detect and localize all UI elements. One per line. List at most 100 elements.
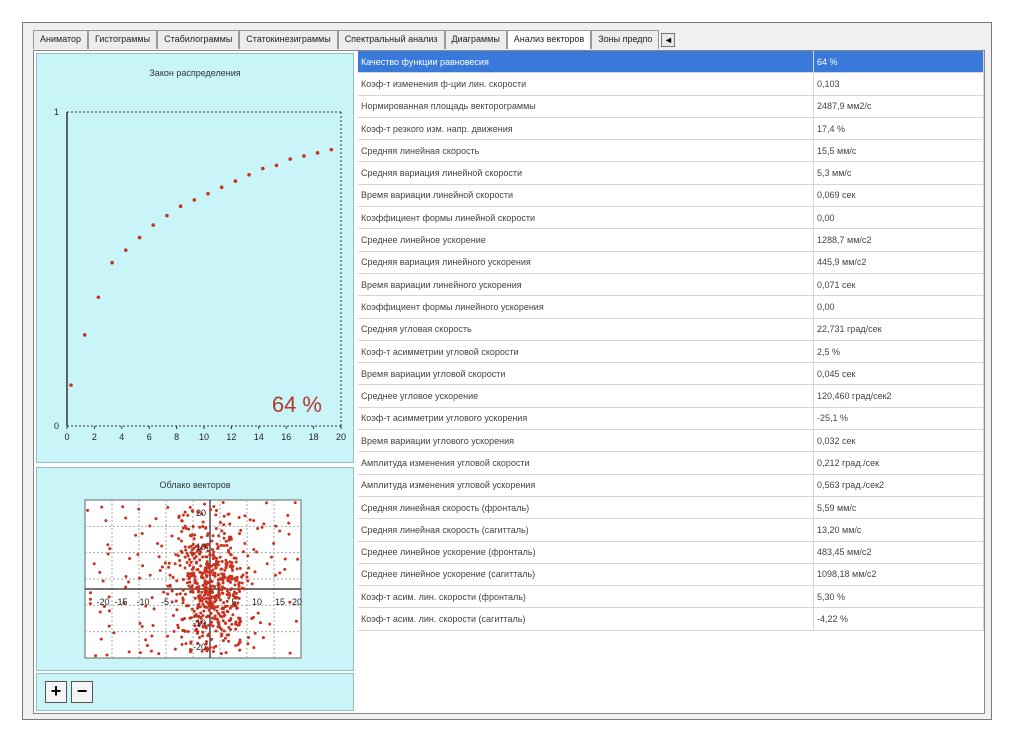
table-row[interactable]: Среднее линейное ускорение (фронталь) 483… xyxy=(358,541,984,564)
vector-point xyxy=(191,542,195,546)
vector-point xyxy=(287,521,291,525)
table-row[interactable]: Средняя линейная скорость (сагитталь) 13,… xyxy=(358,518,984,542)
tab-scroll-left-icon[interactable]: ◄ xyxy=(661,33,676,47)
vector-point xyxy=(177,514,181,518)
cloud-x-tick-label: -5 xyxy=(161,597,169,607)
tab-2[interactable]: Стабилограммы xyxy=(157,30,240,49)
parameter-name: Время вариации линейной скорости xyxy=(358,184,814,208)
vector-point xyxy=(246,636,250,640)
table-row[interactable]: Средняя вариация линейного ускорения 445,… xyxy=(358,251,984,274)
table-row[interactable]: Коэф-т асимметрии угловой скорости 2,5 % xyxy=(358,340,984,364)
table-row[interactable]: Средняя линейная скорость 15,5 мм/с xyxy=(358,139,984,163)
vector-point xyxy=(204,562,208,566)
table-row[interactable]: Амплитуда изменения угловой скорости 0,21… xyxy=(358,451,984,475)
table-row[interactable]: Коэффициент формы линейного ускорения 0,0… xyxy=(358,295,984,319)
table-row[interactable]: Время вариации углового ускорения 0,032 с… xyxy=(358,429,984,453)
vector-point xyxy=(137,507,141,511)
vector-point xyxy=(152,607,156,611)
tab-4[interactable]: Спектральный анализ xyxy=(337,30,445,49)
tab-7[interactable]: Зоны предпо xyxy=(591,30,660,49)
parameter-value: 120,460 град/сек2 xyxy=(813,384,984,408)
vector-point xyxy=(246,554,250,558)
vector-point xyxy=(122,601,126,605)
vector-point xyxy=(201,576,205,580)
vector-point xyxy=(274,573,278,577)
vector-point xyxy=(191,551,195,555)
vector-point xyxy=(208,596,212,600)
vector-point xyxy=(234,560,238,564)
table-row[interactable]: Среднее линейное ускорение 1288,7 мм/с2 xyxy=(358,228,984,252)
table-row[interactable]: Коэф-т изменения ф-ции лин. скорости 0,10… xyxy=(358,72,984,96)
table-row[interactable]: Амплитуда изменения угловой ускорения 0,5… xyxy=(358,474,984,497)
vector-point xyxy=(256,611,260,615)
table-row[interactable]: Коэффициент формы линейной скорости 0,00 xyxy=(358,206,984,230)
table-row[interactable]: Нормированная площадь векторограммы 2487,… xyxy=(358,95,984,118)
table-row[interactable]: Время вариации линейного ускорения 0,071 … xyxy=(358,273,984,297)
table-row[interactable]: Среднее угловое ускорение 120,460 град/се… xyxy=(358,384,984,408)
cloud-x-tick-label: 10 xyxy=(252,597,262,607)
data-point xyxy=(165,213,169,218)
table-row[interactable]: Коэф-т резкого изм. напр. движения 17,4 % xyxy=(358,117,984,141)
vector-point xyxy=(208,573,212,577)
zoom-in-button[interactable]: + xyxy=(45,681,67,703)
cloud-x-tick-label: 5 xyxy=(231,597,236,607)
table-row[interactable]: Средняя вариация линейной скорости 5,3 мм… xyxy=(358,161,984,185)
vector-point xyxy=(238,566,242,570)
parameter-name: Коэф-т асимметрии углового ускорения xyxy=(358,407,814,431)
vector-point xyxy=(211,603,215,607)
vector-point xyxy=(204,640,208,644)
vector-point xyxy=(178,592,182,596)
vector-point xyxy=(196,567,200,571)
table-row[interactable]: Качество функции равновесия 64 % xyxy=(358,51,984,74)
vector-point xyxy=(193,624,197,628)
vector-point xyxy=(229,628,233,632)
tab-1[interactable]: Гистограммы xyxy=(88,30,158,49)
vector-point xyxy=(238,638,242,642)
tab-6[interactable]: Анализ векторов xyxy=(506,30,592,49)
parameter-name: Коэф-т резкого изм. напр. движения xyxy=(358,117,814,141)
vector-point xyxy=(183,510,187,514)
table-row[interactable]: Коэф-т асим. лин. скорости (сагитталь) -4… xyxy=(358,607,984,631)
table-row[interactable]: Время вариации линейной скорости 0,069 се… xyxy=(358,184,984,208)
table-row[interactable]: Средняя линейная скорость (фронталь) 5,59… xyxy=(358,496,984,520)
vector-point xyxy=(138,651,142,655)
table-row[interactable]: Среднее линейное ускорение (сагитталь) 10… xyxy=(358,563,984,587)
vector-point xyxy=(178,559,182,563)
vector-point xyxy=(173,647,177,651)
tab-5[interactable]: Диаграммы xyxy=(444,30,507,49)
data-point xyxy=(110,260,114,265)
vector-point xyxy=(252,646,256,650)
vector-point xyxy=(221,639,225,643)
vector-point xyxy=(185,560,189,564)
vector-point xyxy=(193,575,197,579)
data-point xyxy=(288,157,292,161)
vector-point xyxy=(201,630,205,634)
zoom-out-button[interactable]: − xyxy=(71,681,93,703)
tab-3[interactable]: Статокинезиграммы xyxy=(239,30,338,49)
vector-point xyxy=(262,522,266,526)
vector-point xyxy=(168,573,172,577)
vector-point xyxy=(208,645,212,649)
table-row[interactable]: Средняя угловая скорость 22,731 град/сек xyxy=(358,318,984,341)
vector-point xyxy=(219,652,223,656)
vector-point xyxy=(191,509,195,513)
vector-point xyxy=(272,542,276,546)
table-row[interactable]: Коэф-т асим. лин. скорости (фронталь) 5,3… xyxy=(358,585,984,609)
vector-point xyxy=(236,601,240,605)
vector-point xyxy=(192,546,196,550)
vector-point xyxy=(250,582,254,586)
vector-point xyxy=(229,535,233,539)
tab-0[interactable]: Аниматор xyxy=(33,30,89,49)
data-point xyxy=(206,191,210,196)
vector-point xyxy=(177,537,181,541)
vector-point xyxy=(189,590,193,594)
vector-point xyxy=(268,622,272,626)
table-row[interactable]: Коэф-т асимметрии углового ускорения -25,… xyxy=(358,407,984,431)
vector-point xyxy=(197,602,201,606)
vector-point xyxy=(212,646,216,650)
vector-point xyxy=(225,593,229,597)
table-row[interactable]: Время вариации угловой скорости 0,045 сек xyxy=(358,362,984,386)
vector-point xyxy=(105,653,109,657)
vector-point xyxy=(178,563,182,567)
vector-point xyxy=(187,584,191,588)
